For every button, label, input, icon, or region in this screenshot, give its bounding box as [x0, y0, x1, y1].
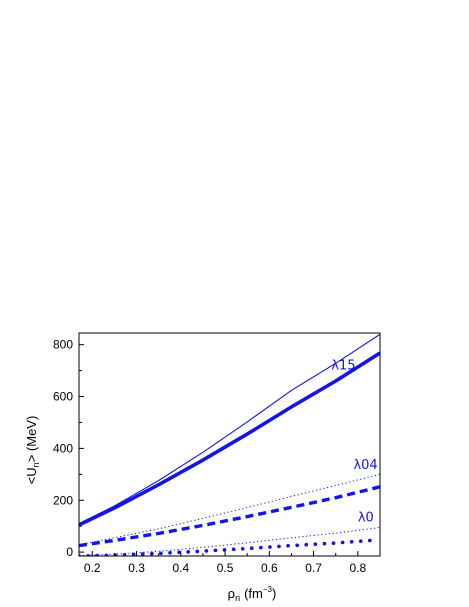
plot-frame: [78, 332, 381, 557]
y-tick-label: 200: [53, 493, 73, 507]
series-layer: [79, 333, 380, 556]
y-axis-label: <Un> (MeV): [24, 416, 41, 485]
ticks-layer: 0.2 0.3 0.4 0.5 0.6 0.7 0.8 0 200 400 600 800: [53, 338, 381, 575]
series-line-l0-thick: [79, 538, 373, 556]
x-tick-label: 0.6: [261, 561, 278, 575]
series-annotation: λ15: [331, 358, 355, 373]
series-line-l04-thin: [79, 473, 380, 546]
y-tick-label: 800: [53, 338, 73, 352]
annotations-layer: λ15 λ04 λ0: [331, 358, 377, 525]
series-line-l04-thick: [79, 485, 380, 548]
y-tick-label: 600: [53, 390, 73, 404]
x-tick-label: 0.2: [84, 561, 101, 575]
series-line-l15-thin: [79, 333, 380, 525]
series-line-l0-thin: [79, 527, 380, 556]
series-annotation: λ0: [358, 511, 374, 526]
series-annotation: λ04: [353, 458, 377, 473]
y-tick-label: 400: [53, 441, 73, 455]
x-tick-label: 0.4: [172, 561, 189, 575]
x-tick-label: 0.8: [350, 561, 367, 575]
x-tick-label: 0.7: [305, 561, 322, 575]
y-tick-label: 0: [66, 545, 73, 559]
x-tick-label: 0.3: [128, 561, 145, 575]
series-line-l15-thick: [79, 351, 380, 527]
x-axis-label: ρn (fm−3): [228, 585, 277, 603]
x-tick-label: 0.5: [217, 561, 234, 575]
